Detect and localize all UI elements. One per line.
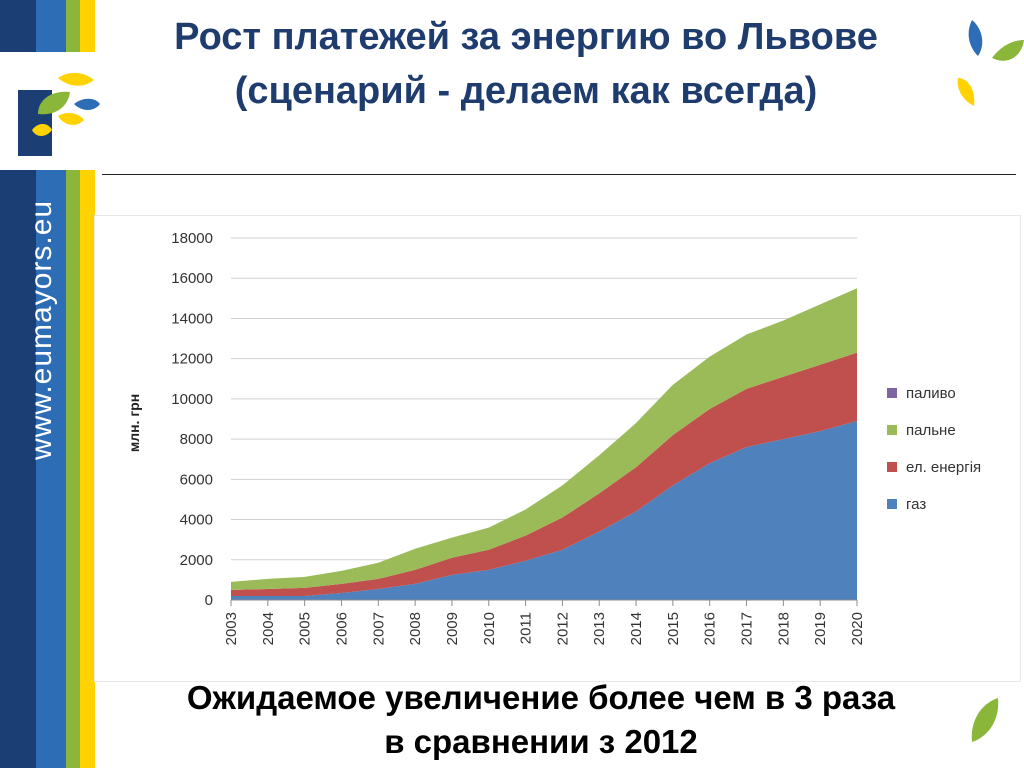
leaf-logo-right [957,20,1024,106]
x-tick-label: 2004 [260,612,277,645]
title-line-2: (сценарий - делаем как всегда) [234,70,818,112]
legend-swatch-пальне [887,425,897,435]
conclusion-text: Ожидаемое увеличение более чем в 3 раза … [96,676,986,764]
leaf-icon-bottom [971,698,999,742]
x-tick-label: 2016 [702,612,719,645]
x-tick-label: 2020 [849,612,866,645]
legend-swatch-ел. енергія [887,462,897,472]
area-series-ел. енергія [231,352,857,596]
x-tick-label: 2019 [812,612,829,645]
y-tick-label: 18000 [171,230,213,247]
x-tick-label: 2013 [591,612,608,645]
area-chart: 0 2000 4000 6000 8000 10000 12000 14000 16000 180… [126,230,981,645]
x-tick-label: 2015 [665,612,682,645]
x-tick-label: 2003 [223,612,240,645]
area-series-газ [231,421,857,600]
y-tick-label: 8000 [180,431,213,448]
y-tick-label: 12000 [171,351,213,368]
x-tick-label: 2008 [407,612,424,645]
x-tick-label: 2012 [554,612,571,645]
chart-container: 0 2000 4000 6000 8000 10000 12000 14000 16000 180… [94,215,1021,682]
y-tick-label: 0 [205,592,213,609]
legend-swatch-паливо [887,388,897,398]
y-tick-label: 6000 [180,471,213,488]
x-tick-label: 2018 [775,612,792,645]
legend-label: ел. енергія [906,459,981,476]
y-tick-label: 4000 [180,512,213,529]
y-tick-label: 14000 [171,310,213,327]
covenant-of-mayors-logo [18,72,100,156]
legend-label: газ [906,496,926,513]
x-tick-label: 2005 [297,612,314,645]
page-title: Рост платежей за энергию во Львове (сцен… [96,10,956,118]
x-tick-label: 2010 [481,612,498,645]
x-tick-label: 2007 [370,612,387,645]
legend-label: пальне [906,422,956,439]
y-tick-label: 16000 [171,270,213,287]
legend-label: паливо [906,385,956,402]
x-tick-label: 2011 [518,612,535,644]
legend-swatch-газ [887,499,897,509]
area-series-пальне [231,288,857,590]
conclusion-line-2: в сравнении з 2012 [384,723,698,760]
x-tick-label: 2017 [739,612,756,645]
y-tick-label: 2000 [180,552,213,569]
x-tick-label: 2006 [333,612,350,645]
x-tick-label: 2009 [444,612,461,645]
title-line-1: Рост платежей за энергию во Львове [174,16,878,58]
title-divider [102,174,1016,175]
y-axis-label: млн. грн [126,394,142,452]
x-tick-label: 2014 [628,612,645,645]
y-tick-label: 10000 [171,391,213,408]
conclusion-line-1: Ожидаемое увеличение более чем в 3 раза [186,679,896,716]
sidebar-url: www.eumayors.eu [25,199,58,460]
